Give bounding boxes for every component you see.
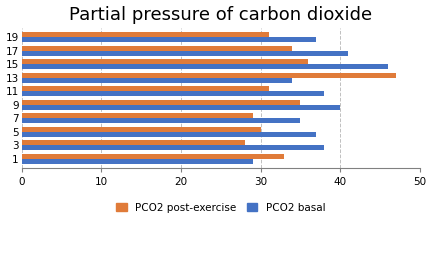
Bar [22, 105, 340, 110]
Bar [22, 154, 284, 159]
Bar [22, 37, 316, 42]
Bar [22, 46, 292, 51]
Bar [22, 91, 324, 96]
Bar [22, 118, 300, 123]
Bar [22, 86, 269, 91]
Bar [22, 113, 253, 118]
Bar [22, 73, 396, 78]
Bar [22, 127, 260, 132]
Bar [22, 145, 324, 150]
Bar [22, 140, 245, 145]
Bar [22, 59, 308, 64]
Bar [22, 132, 316, 137]
Bar [22, 32, 269, 37]
Bar [22, 159, 253, 164]
Bar [22, 78, 292, 83]
Bar [22, 64, 388, 69]
Bar [22, 51, 348, 56]
Title: Partial pressure of carbon dioxide: Partial pressure of carbon dioxide [69, 5, 372, 24]
Legend: PCO2 post-exercise, PCO2 basal: PCO2 post-exercise, PCO2 basal [112, 199, 329, 217]
Bar [22, 100, 300, 105]
